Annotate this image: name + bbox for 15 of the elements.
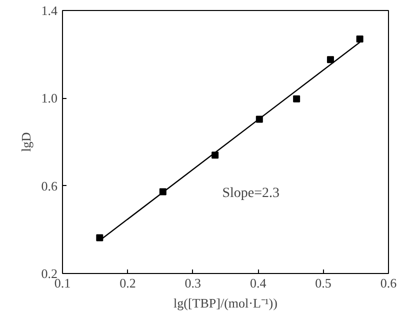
point [356, 35, 364, 42]
y-axis-title: lgD [18, 132, 34, 152]
x-axis-title: lg([TBP]/(mol·L⁻¹)) [174, 296, 278, 310]
x-tick-label: 0.3 [184, 276, 202, 290]
x-tick-label: 0.2 [120, 276, 136, 290]
x-tick-label: 0.4 [250, 276, 267, 290]
y-tick-label: 1.4 [41, 3, 58, 18]
y-tick-label: 0.6 [41, 178, 58, 194]
point [326, 56, 334, 64]
x-tick-label: 0.6 [380, 276, 398, 290]
y-tick-label: 1.0 [41, 90, 58, 106]
x-tick-label: 0.5 [315, 276, 332, 290]
point [96, 234, 104, 242]
point [293, 95, 300, 102]
annotation: Slope=2.3 [222, 186, 280, 202]
